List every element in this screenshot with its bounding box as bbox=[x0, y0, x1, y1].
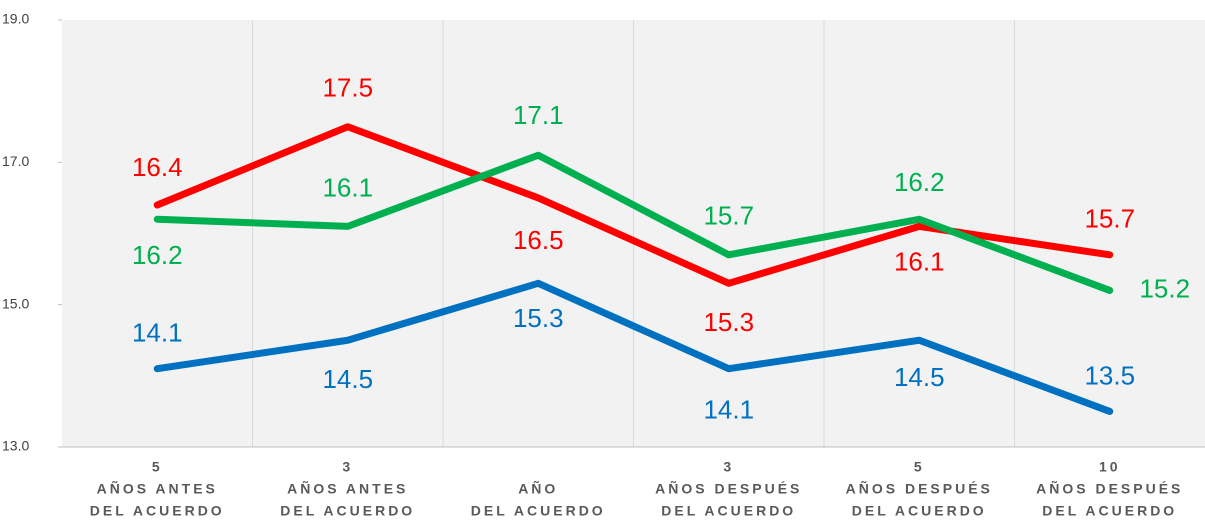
x-tick-label: AÑOS ANTES bbox=[97, 480, 218, 497]
data-label: 16.1 bbox=[894, 246, 945, 276]
data-label: 14.1 bbox=[132, 318, 183, 348]
data-label: 15.2 bbox=[1139, 273, 1190, 303]
x-tick-label: 10 bbox=[1099, 459, 1121, 475]
data-label: 15.3 bbox=[513, 303, 564, 333]
x-tick-label: 5 bbox=[914, 459, 925, 475]
data-label: 16.1 bbox=[322, 172, 373, 202]
data-label: 15.3 bbox=[703, 307, 754, 337]
x-tick-label: 3 bbox=[342, 459, 353, 475]
x-tick-label: 3 bbox=[723, 459, 734, 475]
data-label: 16.2 bbox=[132, 240, 183, 270]
x-tick-label: DEL ACUERDO bbox=[852, 503, 987, 519]
x-tick-label: DEL ACUERDO bbox=[661, 503, 796, 519]
x-tick-label: AÑOS DESPUÉS bbox=[1036, 480, 1183, 497]
data-label: 17.1 bbox=[513, 100, 564, 130]
line-series bbox=[153, 151, 1114, 294]
data-label: 14.5 bbox=[894, 362, 945, 392]
line-series bbox=[153, 279, 1114, 415]
y-tick-label: 13.0 bbox=[2, 438, 29, 454]
y-tick-label: 19.0 bbox=[2, 11, 29, 27]
data-label: 16.4 bbox=[132, 152, 183, 182]
y-tick-label: 17.0 bbox=[2, 153, 29, 169]
data-label: 14.5 bbox=[322, 364, 373, 394]
x-tick-label: AÑO bbox=[518, 480, 558, 497]
data-label: 15.7 bbox=[1084, 204, 1135, 234]
y-tick-label: 15.0 bbox=[2, 295, 29, 311]
data-label: 16.2 bbox=[894, 167, 945, 197]
x-tick-label: 5 bbox=[152, 459, 163, 475]
data-label: 13.5 bbox=[1084, 360, 1135, 390]
x-tick-label: DEL ACUERDO bbox=[280, 503, 415, 519]
x-tick-label: AÑOS ANTES bbox=[287, 480, 408, 497]
x-tick-label: AÑOS DESPUÉS bbox=[846, 480, 993, 497]
x-tick-label: DEL ACUERDO bbox=[1042, 503, 1177, 519]
x-tick-label: DEL ACUERDO bbox=[90, 503, 225, 519]
data-label: 17.5 bbox=[322, 73, 373, 103]
x-tick-label: AÑOS DESPUÉS bbox=[655, 480, 802, 497]
data-label: 16.5 bbox=[513, 225, 564, 255]
data-label: 14.1 bbox=[703, 395, 754, 425]
x-tick-label: DEL ACUERDO bbox=[471, 503, 606, 519]
data-label: 15.7 bbox=[703, 201, 754, 231]
